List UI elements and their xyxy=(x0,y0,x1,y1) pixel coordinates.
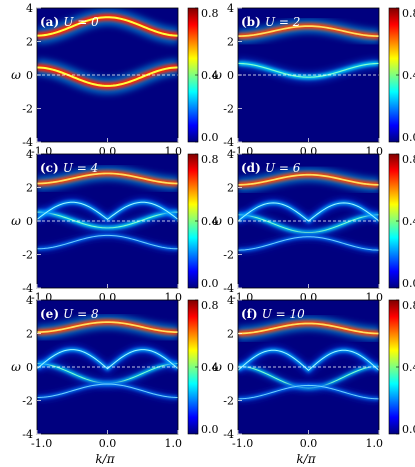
x-tick-label: 1.0 xyxy=(165,437,183,450)
y-tick-label: 0 xyxy=(227,361,234,374)
colorbar-tick-label: 0.8 xyxy=(201,299,219,312)
y-axis-label: ω xyxy=(11,214,21,228)
y-tick-label: 2 xyxy=(26,328,33,341)
y-tick-label: 0 xyxy=(227,69,234,82)
band-core xyxy=(238,173,379,186)
spectral-panel: (f) U = 10 -4 -2 0 2 4 ω -1.0 0.0 1.0 0.0 0.4 0.8 xyxy=(212,294,415,450)
colorbar-tick-label: 0.4 xyxy=(201,361,219,374)
y-tick-label: 2 xyxy=(227,182,234,195)
x-tick-label: 1.0 xyxy=(366,437,384,450)
colorbar-tick-label: 0.0 xyxy=(402,423,415,436)
y-axis-label: ω xyxy=(11,68,21,82)
colorbar-tick-label: 0.8 xyxy=(201,7,219,20)
x-axis-label: k/π xyxy=(296,452,316,466)
colorbar-tick-label: 0.8 xyxy=(402,7,415,20)
y-tick-label: 4 xyxy=(26,2,33,15)
band-core xyxy=(37,234,178,250)
y-axis-label: ω xyxy=(212,214,222,228)
y-tick-label: -2 xyxy=(22,395,33,408)
panel-label: (e) U = 8 xyxy=(40,307,99,321)
y-axis-label: ω xyxy=(212,68,222,82)
y-tick-label: 4 xyxy=(227,2,234,15)
band-core xyxy=(238,322,379,335)
x-tick-label: 0.0 xyxy=(300,437,318,450)
y-tick-label: 4 xyxy=(26,148,33,161)
band-core xyxy=(238,62,379,78)
colorbar-tick-label: 0.8 xyxy=(402,153,415,166)
y-tick-label: 4 xyxy=(227,294,234,307)
y-tick-label: -2 xyxy=(223,103,234,116)
y-tick-label: -2 xyxy=(22,249,33,262)
panel-param-label: U = 6 xyxy=(265,161,301,175)
panel-label: (d) U = 6 xyxy=(241,161,301,175)
y-tick-label: -2 xyxy=(223,249,234,262)
x-axis-label: k/π xyxy=(95,452,115,466)
colorbar-tick-label: 0.0 xyxy=(201,131,219,144)
colorbar-tick-label: 0.0 xyxy=(201,277,219,290)
y-tick-label: 0 xyxy=(26,69,33,82)
band-core xyxy=(37,172,178,185)
colorbar-tick-label: 0.4 xyxy=(402,361,415,374)
y-axis-label: ω xyxy=(11,360,21,374)
y-tick-label: -4 xyxy=(22,282,33,295)
panel-label: (b) U = 2 xyxy=(241,15,300,29)
panel-param-label: U = 10 xyxy=(262,307,305,321)
band-core xyxy=(238,236,379,251)
y-tick-label: -4 xyxy=(223,136,234,149)
band-core xyxy=(238,214,379,234)
y-tick-label: -4 xyxy=(22,428,33,441)
y-tick-label: 2 xyxy=(26,182,33,195)
band-core xyxy=(238,349,379,372)
y-tick-label: 0 xyxy=(227,215,234,228)
colorbar-tick-label: 0.8 xyxy=(402,299,415,312)
band-core xyxy=(37,211,178,229)
spectral-panel: (e) U = 8 -4 -2 0 2 4 ω -1.0 0.0 1.0 0.0 0.4 0.8 xyxy=(11,294,218,450)
y-tick-label: 4 xyxy=(26,294,33,307)
y-tick-label: -4 xyxy=(223,428,234,441)
y-axis-label: ω xyxy=(212,360,222,374)
x-tick-label: -1.0 xyxy=(232,437,253,450)
band-core xyxy=(37,201,178,220)
panel-param-label: U = 0 xyxy=(63,15,99,29)
panel-param-label: U = 2 xyxy=(265,15,300,29)
y-tick-label: -4 xyxy=(223,282,234,295)
panel-label: (c) U = 4 xyxy=(40,161,98,175)
x-tick-label: -1.0 xyxy=(31,437,52,450)
band-core xyxy=(37,66,178,87)
y-tick-label: -4 xyxy=(22,136,33,149)
y-tick-label: 4 xyxy=(227,148,234,161)
y-tick-label: -2 xyxy=(223,395,234,408)
colorbar-tick-label: 0.4 xyxy=(402,215,415,228)
panel-param-label: U = 4 xyxy=(63,161,98,175)
x-tick-label: 0.0 xyxy=(99,437,117,450)
colorbar-tick-label: 0.8 xyxy=(201,153,219,166)
y-tick-label: 0 xyxy=(26,215,33,228)
y-tick-label: 2 xyxy=(227,328,234,341)
colorbar-tick-label: 0.4 xyxy=(402,69,415,82)
colorbar-tick-label: 0.4 xyxy=(201,69,219,82)
panel-param-label: U = 8 xyxy=(63,307,99,321)
band-core xyxy=(37,349,178,370)
band-core xyxy=(238,25,379,37)
band-core xyxy=(37,321,178,334)
y-tick-label: 2 xyxy=(26,36,33,49)
panel-label: (f) U = 10 xyxy=(241,307,305,321)
band-core xyxy=(37,383,178,398)
y-tick-label: 2 xyxy=(227,36,234,49)
band-core xyxy=(37,16,178,37)
band-core xyxy=(238,384,379,400)
y-tick-label: 0 xyxy=(26,361,33,374)
panel-label: (a) U = 0 xyxy=(40,15,99,29)
colorbar-tick-label: 0.0 xyxy=(402,277,415,290)
colorbar-tick-label: 0.0 xyxy=(402,131,415,144)
colorbar-tick-label: 0.0 xyxy=(201,423,219,436)
colorbar-tick-label: 0.4 xyxy=(201,215,219,228)
y-tick-label: -2 xyxy=(22,103,33,116)
